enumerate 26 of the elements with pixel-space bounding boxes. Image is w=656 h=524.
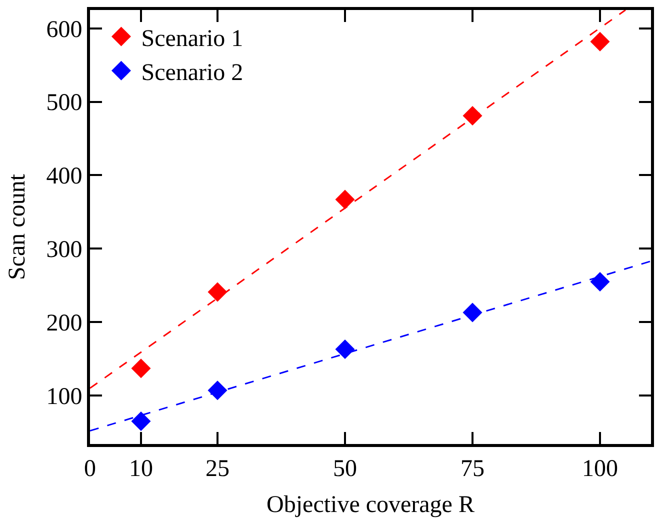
y-axis-title: Scan count <box>4 174 30 280</box>
point <box>462 302 482 322</box>
x-tick-label: 75 <box>460 456 484 482</box>
point <box>131 411 151 431</box>
y-tick-label: 400 <box>46 164 82 190</box>
y-tick-label: 600 <box>46 16 82 43</box>
y-tick-label: 200 <box>46 310 82 336</box>
point <box>131 358 151 378</box>
x-tick-label: 50 <box>333 456 357 482</box>
point <box>208 380 228 400</box>
point <box>335 190 355 210</box>
y-tick-label: 500 <box>46 90 82 116</box>
point <box>590 32 610 52</box>
x-tick-label: 100 <box>582 456 618 482</box>
point <box>208 282 228 302</box>
legend-label: Scenario 2 <box>141 60 244 86</box>
x-axis-title: Objective coverage R <box>266 492 474 518</box>
x-tick-label: 0 <box>84 456 96 482</box>
y-tick-label: 300 <box>46 237 82 264</box>
y-tick-label: 100 <box>46 384 82 410</box>
x-tick-label: 10 <box>129 456 153 482</box>
point <box>335 340 355 360</box>
point <box>462 106 482 126</box>
legend-label: Scenario 1 <box>141 26 244 52</box>
x-tick-label: 25 <box>206 456 230 482</box>
point <box>590 272 610 292</box>
